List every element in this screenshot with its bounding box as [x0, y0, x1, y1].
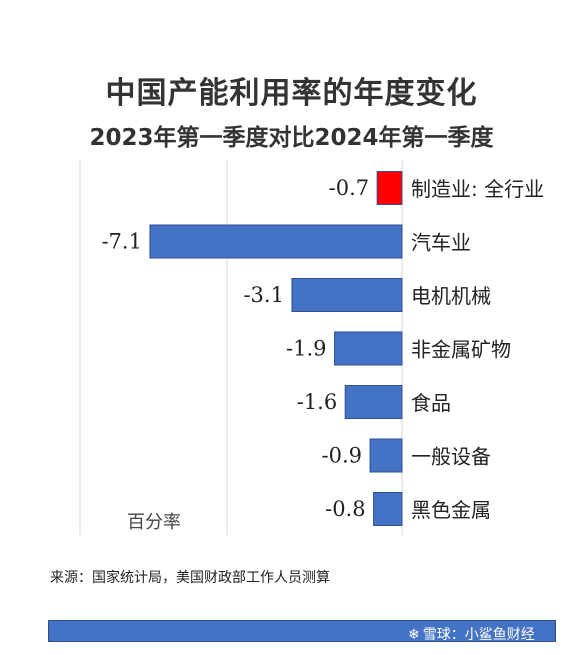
category-label-3: 非金属矿物	[411, 338, 511, 362]
bar-0	[376, 171, 403, 205]
category-label-6: 黑色金属	[411, 498, 491, 522]
data-label-0: -0.7	[329, 176, 370, 200]
data-label-6: -0.8	[325, 497, 366, 521]
data-label-5: -0.9	[322, 444, 363, 468]
category-label-0: 制造业: 全行业	[411, 177, 544, 201]
watermark-text: 雪球：小鲨鱼财经	[422, 627, 535, 643]
bar-2	[291, 278, 403, 312]
category-label-5: 一般设备	[411, 445, 491, 469]
snowball-logo-icon: ❄	[408, 627, 420, 643]
source-note: 来源：国家统计局，美国财政部工作人员测算	[50, 570, 330, 586]
data-label-4: -1.6	[297, 390, 338, 414]
chart-subtitle: 2023年第一季度对比2024年第一季度	[89, 125, 494, 151]
chart-title: 中国产能利用率的年度变化	[105, 76, 478, 111]
watermark: ❄ 雪球：小鲨鱼财经	[408, 624, 535, 644]
bar-5	[369, 438, 403, 473]
data-label-2: -3.1	[243, 283, 284, 307]
category-label-1: 汽车业	[411, 231, 471, 255]
bar-1	[149, 224, 403, 259]
category-label-4: 食品	[411, 391, 451, 415]
bar-chart: -0.7 制造业: 全行业 -7.1 汽车业 -3.1 电机机械 -1.9 非金属矿物 -1.6…	[79, 160, 544, 535]
data-label-1: -7.1	[101, 230, 142, 254]
bar-6	[373, 492, 403, 526]
data-label-3: -1.9	[286, 337, 327, 361]
bar-3	[334, 331, 403, 366]
x-axis-label: 百分率	[127, 512, 181, 533]
category-label-2: 电机机械	[411, 284, 491, 308]
footer-bar	[48, 620, 556, 642]
bar-4	[344, 385, 403, 419]
